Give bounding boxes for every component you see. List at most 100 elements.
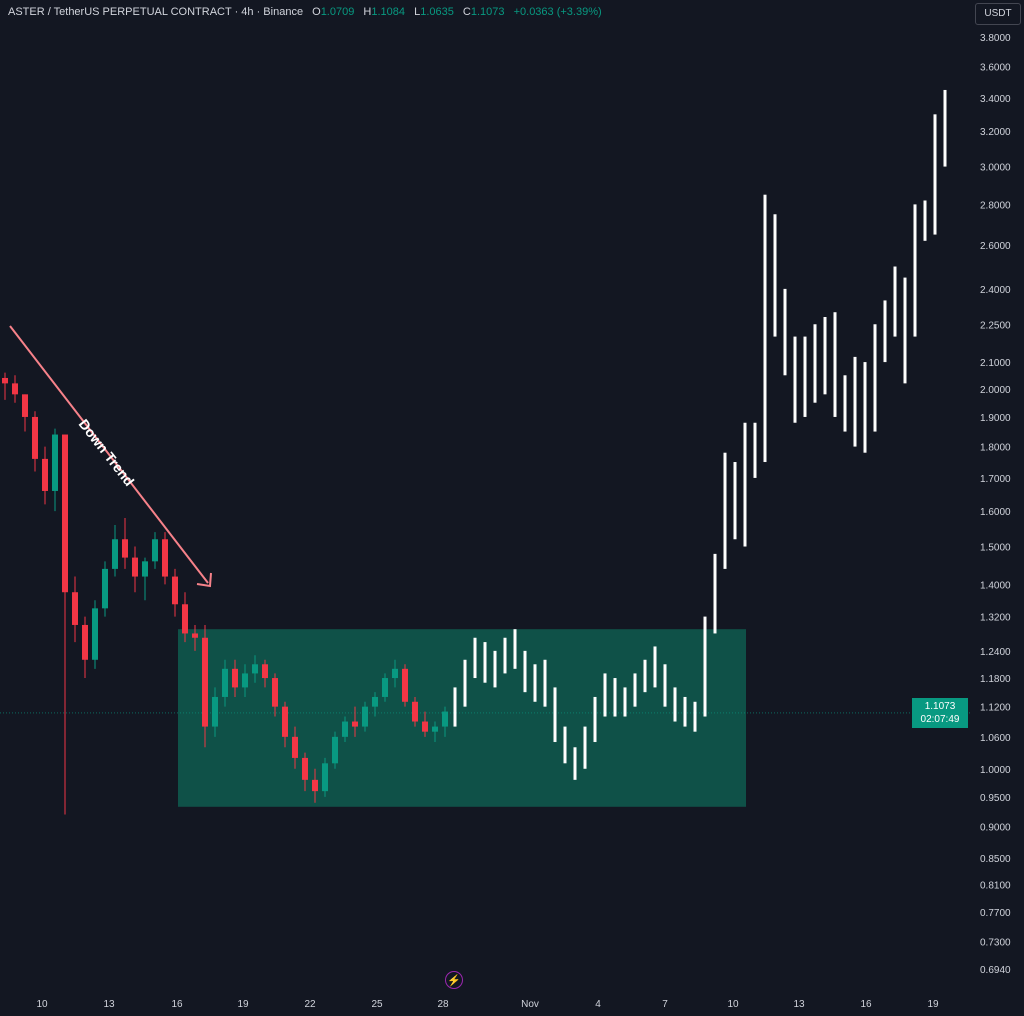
close-value: 1.1073 xyxy=(470,6,505,18)
price-bar xyxy=(823,317,827,395)
price-bar xyxy=(943,89,947,167)
price-bar xyxy=(593,696,597,743)
candle xyxy=(332,736,338,764)
price-bar xyxy=(673,687,677,722)
price-bar xyxy=(793,336,797,423)
price-bar xyxy=(613,678,617,717)
y-axis-tick-label: 0.9500 xyxy=(980,793,1011,804)
price-bar xyxy=(883,300,887,363)
y-axis-tick-label: 0.7300 xyxy=(980,937,1011,948)
price-bar xyxy=(713,553,717,634)
x-axis-tick-label: 13 xyxy=(103,999,115,1010)
y-axis-tick-label: 2.2500 xyxy=(980,320,1011,331)
low-label: L xyxy=(414,6,421,18)
price-bar xyxy=(623,687,627,717)
price-bar xyxy=(893,266,897,337)
x-axis-tick-label: 28 xyxy=(437,999,449,1010)
symbol-header: ASTER / TetherUS PERPETUAL CONTRACT · 4h… xyxy=(8,6,602,18)
x-axis-tick-label: 13 xyxy=(793,999,805,1010)
y-axis-tick-label: 3.2000 xyxy=(980,127,1011,138)
price-bar xyxy=(743,422,747,547)
y-axis-tick-label: 1.6000 xyxy=(980,507,1011,518)
candle xyxy=(242,673,248,688)
price-bar xyxy=(853,356,857,447)
y-axis-tick-label: 1.4000 xyxy=(980,580,1011,591)
candle xyxy=(362,706,368,727)
price-bar xyxy=(543,659,547,707)
price-bar xyxy=(603,673,607,717)
lightning-bolt-icon[interactable]: ⚡ xyxy=(445,971,463,989)
price-bar xyxy=(813,324,817,403)
y-axis-tick-label: 1.1200 xyxy=(980,703,1011,714)
price-bar xyxy=(513,629,517,669)
price-bar xyxy=(763,194,767,463)
y-axis-tick-label: 2.0000 xyxy=(980,385,1011,396)
candle xyxy=(222,668,228,697)
price-bar xyxy=(723,452,727,569)
candle xyxy=(2,377,8,384)
y-axis-tick-label: 0.6940 xyxy=(980,965,1011,976)
candle xyxy=(132,557,138,577)
candle xyxy=(302,757,308,780)
y-axis-tick-label: 3.8000 xyxy=(980,33,1011,44)
x-axis-tick-label: 10 xyxy=(36,999,48,1010)
price-bar xyxy=(703,616,707,717)
open-label: O xyxy=(312,6,321,18)
y-axis-tick-label: 2.6000 xyxy=(980,241,1011,252)
candle xyxy=(382,678,388,697)
price-bar xyxy=(773,214,777,337)
price-bar xyxy=(553,687,557,743)
candle xyxy=(172,576,178,605)
candle xyxy=(232,668,238,688)
down-trend-arrow[interactable] xyxy=(9,325,209,584)
y-axis-tick-label: 1.8000 xyxy=(980,443,1011,454)
last-price-tag: 1.1073 02:07:49 xyxy=(912,698,968,728)
candle xyxy=(312,779,318,792)
x-axis-tick-label: 19 xyxy=(927,999,939,1010)
symbol-title: ASTER / TetherUS PERPETUAL CONTRACT · 4h… xyxy=(8,6,304,18)
price-bar xyxy=(753,422,757,478)
x-axis-tick-label: 7 xyxy=(662,999,668,1010)
high-value: 1.1084 xyxy=(371,6,406,18)
down-trend-arrowhead xyxy=(196,572,212,588)
price-bar xyxy=(533,664,537,702)
candle xyxy=(262,664,268,679)
candle xyxy=(112,539,118,569)
high-label: H xyxy=(363,6,372,18)
candle xyxy=(212,696,218,727)
candle xyxy=(102,568,108,609)
candle xyxy=(372,696,378,707)
currency-unit-button[interactable]: USDT xyxy=(975,3,1021,25)
price-bar xyxy=(633,673,637,707)
down-trend-label: Down Trend xyxy=(76,416,138,489)
low-value: 1.0635 xyxy=(420,6,454,18)
candle xyxy=(142,561,148,577)
candle xyxy=(252,664,258,674)
price-bar xyxy=(463,659,467,707)
x-axis-tick-label: 16 xyxy=(860,999,872,1010)
y-axis-tick-label: 2.8000 xyxy=(980,200,1011,211)
candle xyxy=(72,592,78,625)
price-bar xyxy=(693,701,697,732)
price-bar xyxy=(573,747,577,780)
price-bar xyxy=(683,696,687,727)
price-bar xyxy=(483,642,487,683)
candle xyxy=(202,637,208,727)
price-bar xyxy=(783,288,787,376)
candle xyxy=(342,721,348,737)
price-bar xyxy=(493,650,497,688)
price-bar xyxy=(473,637,477,679)
candle xyxy=(272,678,278,707)
candle xyxy=(432,726,438,732)
candle xyxy=(82,624,88,660)
candle xyxy=(32,416,38,459)
y-axis-tick-label: 2.4000 xyxy=(980,285,1011,296)
y-axis-tick-label: 1.5000 xyxy=(980,543,1011,554)
price-bar xyxy=(733,462,737,540)
price-bar xyxy=(863,362,867,453)
y-axis-tick-label: 0.9000 xyxy=(980,823,1011,834)
price-bar xyxy=(873,324,877,432)
range-box[interactable] xyxy=(178,629,746,807)
price-bar xyxy=(453,687,457,727)
